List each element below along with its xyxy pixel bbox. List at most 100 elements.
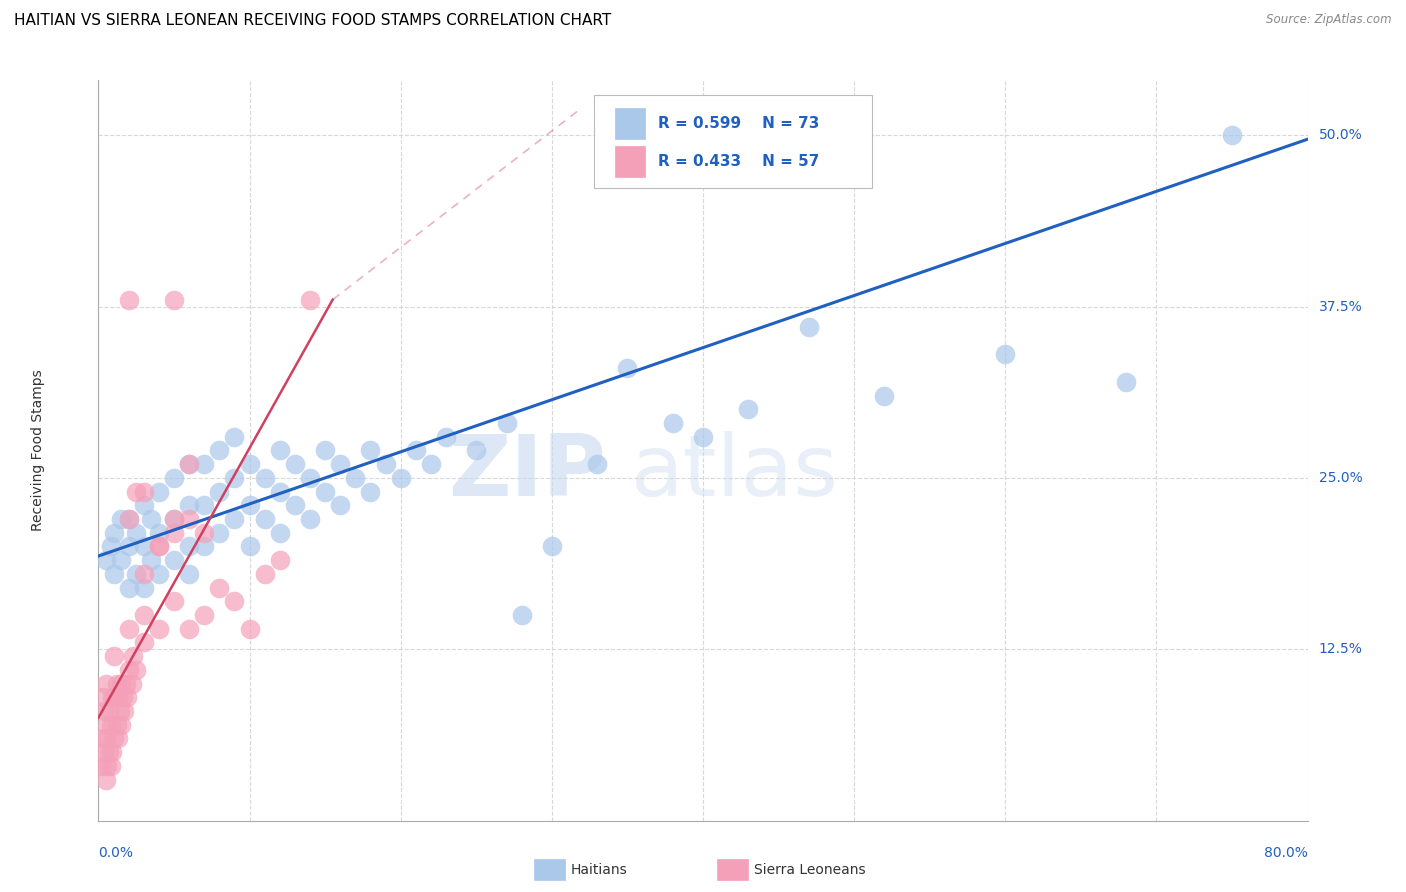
Point [177,457,201,471]
Text: 50.0%: 50.0% [1319,128,1362,142]
Point [419,457,441,471]
Text: atlas: atlas [630,431,838,514]
Text: HAITIAN VS SIERRA LEONEAN RECEIVING FOOD STAMPS CORRELATION CHART: HAITIAN VS SIERRA LEONEAN RECEIVING FOOD… [14,13,612,29]
Point [177,540,201,554]
Point [105,717,128,731]
Text: Haitians: Haitians [571,863,627,877]
Point [118,512,141,526]
Point [586,457,609,471]
Point [93,745,115,759]
FancyBboxPatch shape [595,95,872,187]
Point [239,622,262,636]
Point [1220,128,1243,142]
Point [148,525,170,540]
Point [344,471,367,485]
Point [163,471,186,485]
Point [115,690,138,705]
Point [692,430,714,444]
Point [193,607,215,622]
Point [101,690,124,705]
Bar [614,108,645,139]
Point [103,690,125,705]
Point [661,416,683,430]
Point [148,540,170,554]
Text: ZIP: ZIP [449,431,606,514]
Point [360,443,382,458]
Point [360,484,382,499]
Text: Sierra Leoneans: Sierra Leoneans [754,863,865,877]
Point [177,457,201,471]
Point [163,525,186,540]
Point [873,389,896,403]
Point [208,525,231,540]
Point [329,457,352,471]
Point [141,512,163,526]
Text: 37.5%: 37.5% [1319,300,1362,313]
Point [94,731,117,746]
Point [269,525,291,540]
Point [284,498,307,512]
Point [224,430,246,444]
Point [314,443,336,458]
Point [737,402,759,417]
Point [110,553,132,567]
Point [107,731,129,746]
Point [208,484,231,499]
Point [239,540,262,554]
Point [105,676,128,690]
Point [177,622,201,636]
Point [299,471,322,485]
Bar [614,146,645,178]
Point [94,676,117,690]
Point [148,484,170,499]
Point [100,540,122,554]
Point [329,498,352,512]
Point [148,622,170,636]
Point [118,512,141,526]
Point [132,635,155,649]
Point [132,566,155,581]
Point [118,581,141,595]
Point [434,430,457,444]
Text: Receiving Food Stamps: Receiving Food Stamps [31,369,45,532]
Point [148,540,170,554]
Point [299,293,322,307]
Text: R = 0.599    N = 73: R = 0.599 N = 73 [658,116,820,131]
Point [98,745,121,759]
Point [125,525,148,540]
Point [208,443,231,458]
Point [103,525,125,540]
Point [118,663,141,677]
Point [101,745,124,759]
Point [177,498,201,512]
Point [163,512,186,526]
Point [405,443,427,458]
Point [132,540,155,554]
Point [132,607,155,622]
Point [112,704,135,718]
Text: 25.0%: 25.0% [1319,471,1362,485]
Point [193,540,215,554]
Point [111,690,134,705]
Point [269,443,291,458]
Point [121,676,143,690]
Text: 0.0%: 0.0% [98,846,134,860]
Point [107,690,129,705]
Point [125,566,148,581]
Point [797,320,820,334]
Point [110,512,132,526]
Point [94,772,117,787]
Text: Source: ZipAtlas.com: Source: ZipAtlas.com [1267,13,1392,27]
Point [299,512,322,526]
Point [118,540,141,554]
Point [108,704,131,718]
Point [110,717,132,731]
Point [141,553,163,567]
Text: 12.5%: 12.5% [1319,642,1362,657]
Point [314,484,336,499]
Point [110,676,132,690]
Point [103,566,125,581]
Point [253,566,276,581]
Point [90,759,112,773]
Point [91,731,114,746]
